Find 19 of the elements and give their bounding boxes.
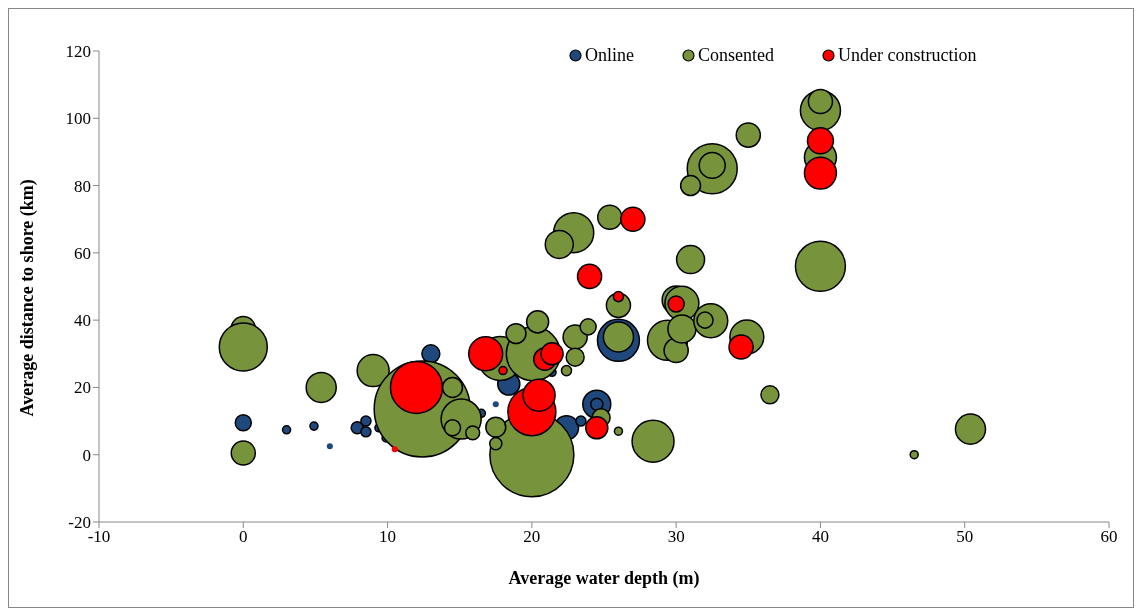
- x-tick-label: 0: [239, 527, 248, 547]
- y-tick-label: 80: [74, 176, 91, 196]
- x-tick-label: 10: [379, 527, 397, 547]
- y-tick-label: 100: [65, 109, 91, 129]
- x-tick-label: 50: [956, 527, 974, 547]
- y-tick-label: 0: [82, 445, 91, 465]
- y-tick-label: 20: [74, 378, 91, 398]
- y-tick-label: 60: [74, 243, 91, 263]
- x-tick-label: 60: [1100, 527, 1118, 547]
- x-tick-label: 20: [523, 527, 541, 547]
- y-tick-label: 120: [65, 42, 91, 62]
- x-tick-label: 30: [667, 527, 685, 547]
- x-axis-title: Average water depth (m): [508, 568, 700, 589]
- x-tick-label: 40: [811, 527, 829, 547]
- y-axis-title: Average distance to shore (km): [17, 179, 39, 417]
- y-tick-label: 40: [74, 311, 91, 331]
- legend-label: Consented: [698, 45, 774, 66]
- legend-label: Online: [585, 45, 634, 66]
- legend-label: Under construction: [838, 45, 977, 66]
